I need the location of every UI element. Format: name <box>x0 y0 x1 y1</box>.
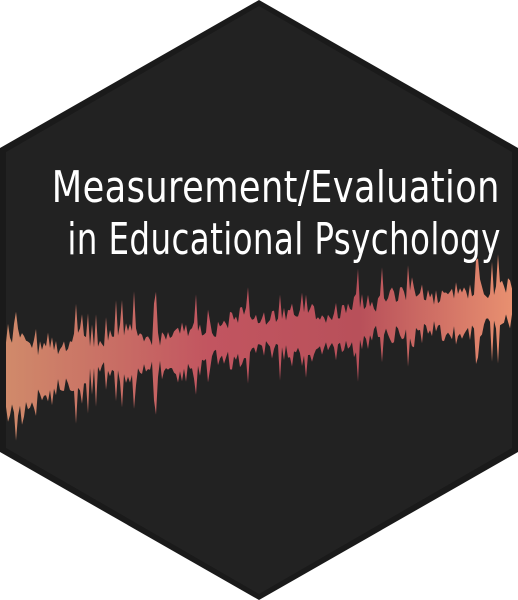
waveform-icon <box>6 254 512 441</box>
hexagon-background <box>6 6 512 594</box>
title-line-1: Measurement/Evaluation <box>51 162 500 213</box>
sticker-title: Measurement/Evaluation in Educational Ps… <box>0 162 518 266</box>
title-line-2: in Educational Psychology <box>67 214 501 265</box>
